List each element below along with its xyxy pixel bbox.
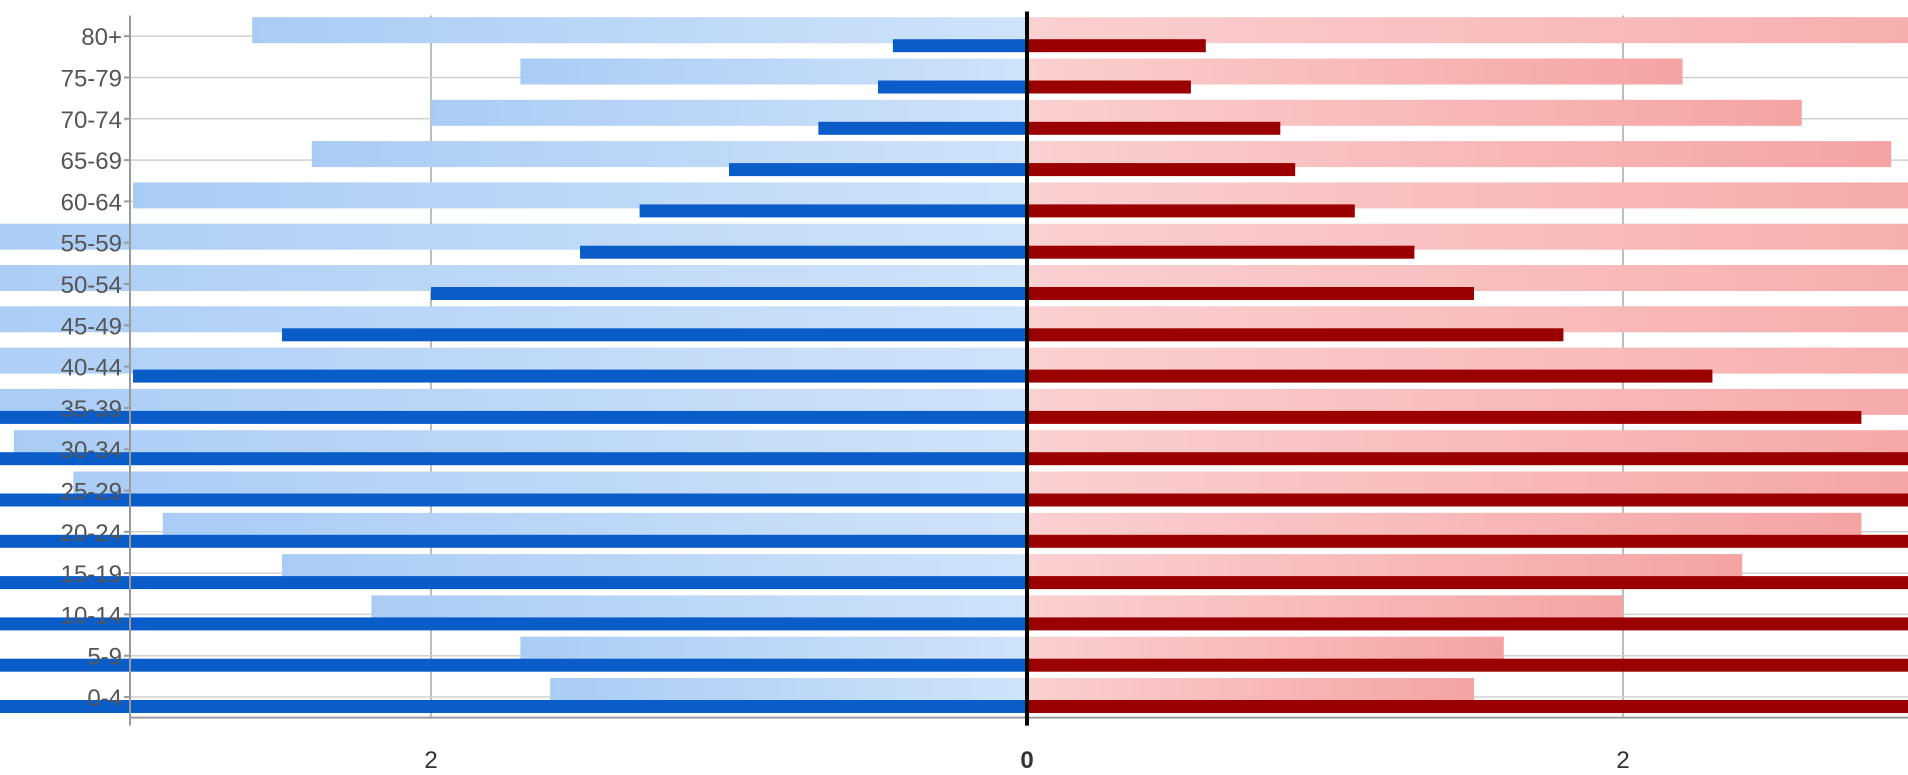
left-thin-dark-bar — [818, 121, 1027, 135]
x-tick-label: 0 — [1020, 747, 1033, 774]
left-wide-light-bar — [13, 430, 1028, 457]
x-tick-labels: 642024 — [424, 747, 1629, 774]
category-label: 10-14 — [61, 602, 122, 629]
category-label: 0-4 — [87, 685, 122, 712]
category-label: 70-74 — [61, 107, 122, 134]
category-label: 55-59 — [61, 231, 122, 258]
right-thin-dark-bar — [1027, 658, 1908, 672]
left-wide-light-bar — [162, 512, 1028, 539]
left-thin-dark-bar — [133, 369, 1027, 383]
right-thin-dark-bar — [1027, 80, 1191, 94]
left-wide-light-bar — [252, 17, 1027, 44]
right-wide-light-bar — [1027, 17, 1908, 44]
right-thin-dark-bar — [1027, 204, 1355, 218]
category-label: 45-49 — [61, 313, 122, 340]
left-thin-dark-bar — [0, 617, 1027, 631]
right-thin-dark-bar — [1027, 328, 1564, 342]
left-wide-light-bar — [282, 554, 1027, 581]
left-wide-light-bar — [431, 99, 1027, 126]
left-thin-dark-bar — [878, 80, 1027, 94]
right-wide-light-bar — [1027, 678, 1474, 704]
left-wide-light-bar — [520, 58, 1027, 85]
right-wide-light-bar — [1027, 58, 1683, 85]
right-thin-dark-bar — [1027, 617, 1908, 631]
right-thin-dark-bar — [1027, 121, 1281, 135]
right-thin-dark-bar — [1027, 576, 1908, 590]
left-wide-light-bar — [0, 265, 1027, 291]
left-wide-light-bar — [73, 471, 1027, 498]
left-wide-light-bar — [0, 388, 1027, 415]
right-thin-dark-bar — [1027, 700, 1908, 713]
left-wide-light-bar — [0, 347, 1027, 374]
bars-layer — [0, 17, 1908, 713]
right-wide-light-bar — [1027, 471, 1908, 498]
left-thin-dark-bar — [0, 658, 1027, 672]
left-thin-dark-bar — [892, 39, 1027, 53]
right-thin-dark-bar — [1027, 287, 1474, 300]
category-label: 35-39 — [61, 396, 122, 423]
left-wide-light-bar — [0, 306, 1027, 333]
category-label: 75-79 — [61, 66, 122, 93]
left-wide-light-bar — [133, 182, 1027, 209]
left-thin-dark-bar — [639, 204, 1027, 218]
right-wide-light-bar — [1027, 182, 1908, 209]
right-wide-light-bar — [1027, 141, 1892, 168]
left-thin-dark-bar — [0, 576, 1027, 590]
left-wide-light-bar — [0, 223, 1028, 250]
right-wide-light-bar — [1027, 347, 1908, 374]
right-wide-light-bar — [1027, 388, 1908, 415]
left-thin-dark-bar — [0, 493, 1027, 507]
right-wide-light-bar — [1027, 595, 1623, 622]
right-wide-light-bar — [1027, 223, 1908, 250]
left-wide-light-bar — [311, 141, 1027, 168]
right-thin-dark-bar — [1027, 410, 1862, 424]
category-labels: 0-4 5-9 10-14 15-19 20-24 25-29 30-34 35-39 40-4… — [61, 24, 122, 712]
category-label: 20-24 — [61, 520, 122, 547]
right-thin-dark-bar — [1027, 245, 1415, 259]
x-tick-label: 2 — [1616, 747, 1629, 774]
left-thin-dark-bar — [0, 452, 1027, 466]
left-thin-dark-bar — [431, 287, 1027, 300]
category-label: 25-29 — [61, 479, 122, 506]
category-label: 80+ — [81, 24, 122, 51]
right-wide-light-bar — [1027, 512, 1862, 539]
right-thin-dark-bar — [1027, 493, 1908, 507]
left-wide-light-bar — [371, 595, 1027, 622]
left-thin-dark-bar — [580, 245, 1027, 259]
left-thin-dark-bar — [282, 328, 1027, 342]
right-thin-dark-bar — [1027, 534, 1908, 548]
right-wide-light-bar — [1027, 265, 1908, 291]
right-thin-dark-bar — [1027, 39, 1206, 53]
x-tick-label: 2 — [424, 747, 437, 774]
category-label: 30-34 — [61, 437, 122, 464]
right-thin-dark-bar — [1027, 163, 1296, 177]
right-wide-light-bar — [1027, 554, 1743, 581]
category-label: 60-64 — [61, 189, 122, 216]
category-label: 50-54 — [61, 272, 122, 299]
left-wide-light-bar — [550, 678, 1027, 704]
axes-layer — [124, 11, 1908, 726]
right-thin-dark-bar — [1027, 452, 1908, 466]
right-wide-light-bar — [1027, 636, 1504, 663]
category-label: 5-9 — [87, 644, 122, 671]
category-label: 40-44 — [61, 355, 122, 382]
right-thin-dark-bar — [1027, 369, 1713, 383]
left-thin-dark-bar — [729, 163, 1027, 177]
left-thin-dark-bar — [0, 534, 1027, 548]
left-wide-light-bar — [520, 636, 1027, 663]
right-wide-light-bar — [1027, 99, 1802, 126]
right-wide-light-bar — [1027, 430, 1908, 457]
left-thin-dark-bar — [0, 700, 1027, 713]
left-thin-dark-bar — [0, 410, 1027, 424]
right-wide-light-bar — [1027, 306, 1908, 333]
category-label: 65-69 — [61, 148, 122, 175]
category-label: 15-19 — [61, 561, 122, 588]
